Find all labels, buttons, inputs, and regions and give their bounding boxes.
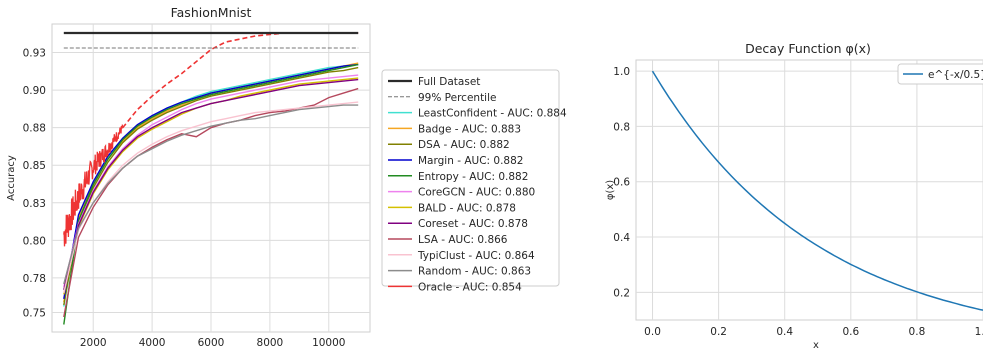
series-line-typiclust-auc-0-864 [63, 101, 359, 294]
x-axis-label-2: x [813, 340, 819, 350]
y-tick-labels-2: 0.2 0.4 0.6 0.8 1.0 [613, 66, 630, 299]
y-tick-label: 0.88 [23, 123, 46, 135]
x-tick-label: 4000 [139, 337, 166, 349]
y-tick-label: 0.78 [23, 273, 46, 285]
y-tick-label: 0.85 [23, 160, 46, 172]
y-axis-label: Accuracy [6, 155, 17, 201]
legend-label-random-auc-0-863: Random - AUC: 0.863 [418, 266, 531, 278]
x-tick-label-2: 0.8 [909, 326, 926, 338]
legend-frame-2 [897, 63, 983, 85]
y-tick-label: 0.83 [23, 198, 46, 210]
x-tick-labels: 2000 4000 6000 8000 10000 [80, 337, 346, 349]
legend-label-typiclust-auc-0-864: TypiClust - AUC: 0.864 [417, 250, 535, 262]
series-line-decay [651, 70, 983, 311]
legend-frame [381, 69, 560, 287]
x-tick-label: 8000 [257, 337, 284, 349]
x-tick-label-2: 1.0 [975, 326, 983, 338]
legend-label-margin-auc-0-882: Margin - AUC: 0.882 [418, 155, 523, 167]
fashionmnist-chart: 2000 4000 6000 8000 10000 0.750.780.800.830.… [6, 5, 371, 349]
series-line-coreset-auc-0-878 [63, 78, 359, 291]
legend-label-leastconfident-auc-0-884: LeastConfident - AUC: 0.884 [418, 108, 567, 120]
series-line-entropy-auc-0-882 [63, 63, 359, 325]
legend-label-bald-auc-0-878: BALD - AUC: 0.878 [418, 202, 516, 214]
y-tick-label-2: 0.6 [613, 177, 630, 189]
legend-label-lsa-auc-0-866: LSA - AUC: 0.866 [418, 234, 508, 246]
legend-label-full-dataset: Full Dataset [418, 76, 480, 88]
x-tick-label: 2000 [80, 337, 107, 349]
legend-items: Full Dataset 99% Percentile LeastConfident… [388, 76, 567, 293]
y-tick-label: 0.80 [23, 235, 46, 247]
legend: Full Dataset 99% Percentile LeastConfident… [381, 69, 567, 293]
chart-title-2: Decay Function φ(x) [745, 41, 871, 56]
legend-label-oracle-auc-0-854: Oracle - AUC: 0.854 [418, 281, 522, 293]
y-tick-label-2: 1.0 [613, 66, 630, 78]
series-lines-2 [651, 70, 983, 311]
legend-label-entropy-auc-0-882: Entropy - AUC: 0.882 [418, 171, 528, 183]
y-tick-label-2: 0.8 [613, 121, 630, 133]
series-line-dsa-auc-0-882 [63, 66, 359, 306]
x-tick-label-2: 0.0 [644, 326, 661, 338]
series-line-coregcn-auc-0-880 [63, 74, 359, 288]
x-tick-label-2: 0.2 [710, 326, 727, 338]
y-tick-label-2: 0.4 [613, 232, 630, 244]
legend-label-coregcn-auc-0-880: CoreGCN - AUC: 0.880 [418, 187, 535, 199]
decay-chart: 0.0 0.2 0.4 0.6 0.8 1.0 0.2 0.4 0.6 0.8 1.0 Decay… [605, 41, 983, 350]
x-tick-label: 6000 [198, 337, 225, 349]
x-tick-label-2: 0.6 [842, 326, 859, 338]
series-line-oracle-auc-0-854-noisy [63, 124, 124, 247]
grid-2 [636, 60, 983, 320]
legend-2-items: e^{-x/0.5} [903, 69, 983, 81]
series-line-margin-auc-0-882 [63, 63, 359, 300]
y-tick-labels: 0.75 0.78 0.80 0.83 0.85 0.88 0.90 0.93 [23, 48, 46, 320]
series-lines [63, 31, 359, 325]
legend-label-badge-auc-0-883: Badge - AUC: 0.883 [418, 123, 521, 135]
legend-label-coreset-auc-0-878: Coreset - AUC: 0.878 [418, 218, 528, 230]
legend-label-99-percentile: 99% Percentile [418, 92, 496, 104]
y-tick-label: 0.93 [23, 48, 46, 60]
plot-area-2 [635, 59, 983, 321]
x-tick-label: 10000 [312, 337, 345, 349]
x-tick-label-2: 0.4 [776, 326, 793, 338]
x-tick-labels-2: 0.0 0.2 0.4 0.6 0.8 1.0 [644, 326, 983, 338]
y-tick-label: 0.75 [23, 307, 46, 319]
legend-2: e^{-x/0.5} [897, 63, 983, 85]
y-tick-label-2: 0.2 [613, 287, 630, 299]
y-tick-label: 0.90 [23, 85, 46, 97]
series-line-random-auc-0-863 [63, 104, 359, 285]
y-axis-label-2: φ(x) [605, 180, 616, 200]
legend-2-label: e^{-x/0.5} [928, 69, 983, 81]
chart-title: FashionMnist [171, 5, 252, 20]
legend-label-dsa-auc-0-882: DSA - AUC: 0.882 [418, 139, 510, 151]
